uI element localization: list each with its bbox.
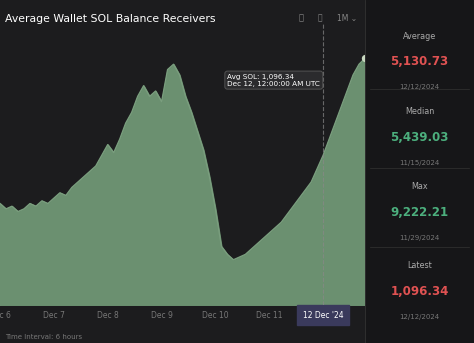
Text: 11/15/2024: 11/15/2024 [400, 160, 439, 166]
Point [361, 56, 369, 61]
Text: 1M ⌄: 1M ⌄ [337, 14, 356, 23]
Text: 12/12/2024: 12/12/2024 [400, 84, 439, 91]
Text: 1,096.34: 1,096.34 [390, 285, 449, 298]
Text: Time Interval: 6 hours: Time Interval: 6 hours [5, 334, 82, 340]
Text: 12/12/2024: 12/12/2024 [400, 314, 439, 320]
Text: Average: Average [403, 32, 436, 40]
Text: 9,222.21: 9,222.21 [391, 206, 448, 219]
Text: 🐦: 🐦 [318, 14, 322, 23]
Text: 5,130.73: 5,130.73 [391, 55, 448, 68]
Text: Avg SOL: 1,096.34
Dec 12, 12:00:00 AM UTC: Avg SOL: 1,096.34 Dec 12, 12:00:00 AM UT… [228, 74, 320, 87]
Text: Latest: Latest [407, 261, 432, 270]
Text: Max: Max [411, 182, 428, 191]
Text: Median: Median [405, 107, 434, 116]
Text: 11/29/2024: 11/29/2024 [400, 235, 439, 241]
Text: ⓘ: ⓘ [299, 14, 304, 23]
Text: 5,439.03: 5,439.03 [390, 131, 449, 144]
Text: Average Wallet SOL Balance Receivers: Average Wallet SOL Balance Receivers [5, 14, 215, 24]
